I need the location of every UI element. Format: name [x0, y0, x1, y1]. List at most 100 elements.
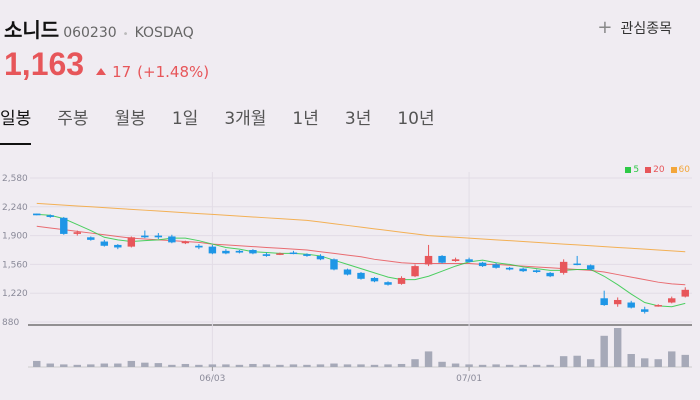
- ma5-line: [36, 213, 686, 308]
- candle-body: [222, 250, 230, 254]
- volume-bar: [195, 364, 203, 367]
- volume-bar: [303, 364, 311, 367]
- volume-bar: [181, 363, 190, 367]
- candle-body: [114, 244, 122, 248]
- candle-body: [370, 277, 379, 282]
- candle-body: [127, 237, 136, 247]
- volume-bar: [141, 362, 149, 367]
- candle-body: [532, 270, 541, 273]
- volume-bar: [505, 364, 514, 367]
- candle-body: [195, 245, 203, 248]
- change-amount: 17: [112, 62, 132, 81]
- volume-bar: [46, 363, 54, 367]
- volume-bar: [73, 364, 82, 367]
- candle-body: [357, 272, 365, 279]
- x-tick-label: 06/03: [199, 374, 225, 384]
- candle-body: [141, 235, 149, 238]
- volume-bar: [411, 359, 419, 367]
- volume-bar: [424, 351, 433, 367]
- tab-1year[interactable]: 1년: [292, 109, 319, 129]
- volume-bar: [276, 364, 284, 367]
- x-tick-label: 07/01: [456, 374, 482, 384]
- candle-body: [235, 250, 244, 253]
- tab-3months[interactable]: 3개월: [224, 109, 267, 129]
- volume-bar: [60, 364, 68, 367]
- volume-bar: [357, 364, 365, 367]
- legend-ma60: 60: [670, 165, 690, 175]
- tab-weekly[interactable]: 주봉: [57, 109, 89, 129]
- current-price: 1,163: [4, 46, 85, 82]
- candle-body: [60, 217, 68, 234]
- candle-body: [681, 289, 689, 297]
- volume-bar: [370, 364, 379, 367]
- candle-body: [519, 268, 527, 272]
- candle-body: [613, 299, 622, 305]
- volume-bar: [289, 364, 298, 367]
- candle-body: [505, 267, 514, 270]
- tab-daily[interactable]: 일봉: [0, 104, 32, 145]
- volume-bar: [127, 360, 136, 367]
- y-tick-label: 2,240: [2, 203, 28, 213]
- legend-swatch-ma20: [645, 167, 652, 173]
- y-tick-label: 2,580: [2, 174, 28, 184]
- y-tick-label: 1,220: [2, 289, 28, 299]
- volume-bar: [573, 355, 581, 367]
- tab-3years[interactable]: 3년: [344, 109, 372, 129]
- candle-body: [411, 266, 419, 277]
- volume-bar: [222, 364, 230, 367]
- volume-bar: [668, 351, 676, 367]
- volume-bar: [465, 364, 473, 367]
- volume-bar: [519, 364, 527, 367]
- price-chart[interactable]: 2,580 2,240 1,900 1,560 1,220 880 06/03 07/01: [0, 160, 700, 400]
- volume-bar: [438, 361, 446, 367]
- volume-bar: [586, 359, 595, 367]
- candle-body: [573, 263, 581, 266]
- candle-body: [438, 255, 446, 263]
- watchlist-label: 관심종목: [620, 21, 672, 37]
- separator-dot: •: [122, 29, 129, 40]
- volume-bar: [168, 364, 176, 367]
- legend-swatch-ma60: [670, 167, 677, 173]
- y-tick-label: 1,560: [2, 260, 28, 270]
- ma60-line: [36, 202, 686, 253]
- candle-body: [73, 232, 82, 234]
- candle-body: [154, 235, 163, 238]
- candle-body: [384, 282, 392, 285]
- add-watchlist-button[interactable]: + 관심종목: [597, 18, 672, 38]
- volume-bar: [654, 359, 662, 367]
- change-percent: (+1.48%): [137, 62, 210, 81]
- candle-body: [100, 241, 109, 246]
- volume-bar: [532, 364, 541, 367]
- stock-name: 소니드: [4, 18, 60, 42]
- legend-ma20-label: 20: [653, 165, 665, 175]
- volume-bar: [559, 356, 568, 367]
- candle-body: [546, 272, 554, 277]
- candle-body: [303, 254, 311, 256]
- legend-swatch-ma5: [625, 167, 632, 173]
- tab-monthly[interactable]: 월봉: [114, 109, 146, 129]
- candle-body: [262, 254, 271, 256]
- volume-bar: [262, 364, 271, 367]
- volume-bar: [87, 364, 95, 367]
- volume-bar: [627, 354, 635, 367]
- candle-body: [208, 246, 217, 254]
- candle-body: [397, 277, 406, 284]
- candle-body: [249, 250, 257, 254]
- price-row: 1,163 17 (+1.48%): [4, 46, 209, 83]
- tab-1day[interactable]: 1일: [171, 109, 199, 129]
- volume-bar: [114, 363, 122, 367]
- volume-bar: [249, 363, 257, 367]
- candle-body: [492, 264, 500, 268]
- plus-icon: +: [597, 17, 613, 38]
- chart-legend: 5 20 60: [625, 165, 690, 175]
- candle-body: [640, 309, 649, 312]
- volume-bar: [154, 363, 163, 367]
- candle-body: [654, 305, 662, 307]
- candle-body: [451, 259, 460, 262]
- candle-body: [343, 269, 352, 275]
- legend-ma5-label: 5: [633, 165, 640, 175]
- volume-bar: [33, 360, 41, 367]
- volume-bar: [681, 354, 689, 367]
- y-tick-label: 880: [2, 318, 19, 328]
- tab-10years[interactable]: 10년: [397, 109, 435, 129]
